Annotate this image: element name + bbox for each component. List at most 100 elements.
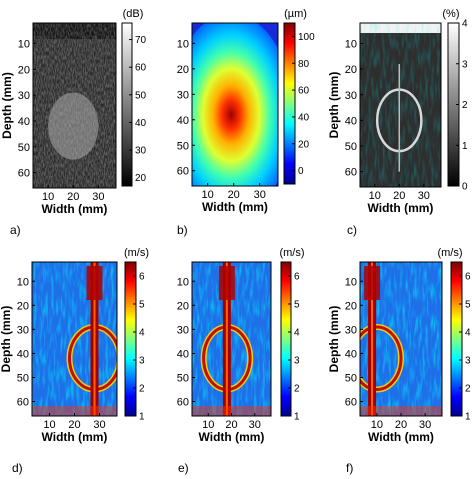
y-tick-label: 10: [18, 39, 30, 51]
y-tick-label: 40: [345, 348, 357, 360]
image-area: [33, 23, 116, 188]
x-tick-label: 30: [249, 419, 261, 431]
colorbar-tick-label: 1: [462, 141, 468, 152]
colorbar-tick-label: 2: [294, 384, 300, 395]
colorbar-tick-label: 1: [139, 412, 145, 423]
plot-frame: [32, 22, 117, 189]
colorbar-tick-label: 20: [298, 139, 310, 150]
x-tick-label: 10: [369, 190, 381, 202]
y-tick-label: 10: [345, 39, 357, 51]
x-axis-label: Width (mm): [199, 430, 265, 444]
colorbar-tick-label: 60: [298, 86, 310, 97]
y-tick-label: 10: [17, 276, 29, 288]
x-tick-label: 10: [42, 191, 54, 203]
colorbar-unit-label: (m/s): [437, 247, 462, 259]
plot-frame: [359, 22, 442, 188]
y-tick-label: 50: [17, 373, 29, 385]
colorbar-unit-label: (%): [442, 8, 459, 20]
x-tick-label: 30: [254, 189, 266, 201]
colorbar: [121, 22, 133, 187]
y-tick-label: 20: [17, 300, 29, 312]
colorbar-tick-label: 4: [139, 328, 145, 339]
y-tick-label: 60: [177, 166, 189, 178]
x-tick-label: 20: [67, 191, 79, 203]
colorbar-tick-label: 1: [294, 412, 300, 423]
x-axis-label: Width (mm): [42, 202, 108, 216]
y-axis-label: Depth (mm): [327, 72, 341, 139]
y-tick-label: 30: [17, 324, 29, 336]
y-tick-label: 40: [177, 348, 189, 360]
y-tick-label: 50: [345, 141, 357, 153]
y-tick-label: 40: [18, 116, 30, 128]
colorbar-tick-label: 0: [462, 182, 468, 193]
x-tick-label: 30: [93, 419, 105, 431]
panel-label: d): [12, 461, 23, 475]
y-axis-label: Depth (mm): [0, 72, 14, 139]
y-tick-label: 20: [177, 64, 189, 76]
x-tick-label: 20: [68, 419, 80, 431]
y-tick-label: 30: [18, 90, 30, 102]
y-tick-label: 30: [177, 89, 189, 101]
colorbar-tick-label: 5: [139, 300, 145, 311]
y-tick-label: 50: [177, 373, 189, 385]
colorbar-unit-label: (µm): [284, 8, 307, 20]
colorbar-tick-label: 50: [135, 90, 147, 101]
colorbar-tick-label: 5: [465, 300, 471, 311]
panel-label: b): [177, 223, 188, 237]
colorbar-tick-label: 4: [294, 328, 300, 339]
colorbar-unit-label: (m/s): [279, 247, 304, 259]
x-tick-label: 30: [92, 191, 104, 203]
colorbar-tick-label: 3: [465, 356, 471, 367]
colorbar-tick-label: 6: [294, 272, 300, 283]
y-axis-label: Depth (mm): [327, 306, 341, 373]
colorbar-tick-label: 100: [298, 32, 315, 43]
y-tick-label: 30: [345, 324, 357, 336]
colorbar-unit-label: (m/s): [124, 247, 149, 259]
y-tick-label: 20: [345, 300, 357, 312]
image-area: [360, 23, 441, 187]
colorbar-tick-label: 5: [294, 300, 300, 311]
y-tick-label: 20: [18, 64, 30, 76]
y-axis-label: Depth (mm): [0, 306, 13, 373]
colorbar-tick-label: 6: [465, 272, 471, 283]
y-tick-label: 60: [345, 167, 357, 179]
image-area: [360, 262, 442, 416]
y-tick-label: 40: [17, 348, 29, 360]
colorbar-tick-label: 20: [135, 173, 147, 184]
colorbar-tick-label: 2: [139, 384, 145, 395]
colorbar-tick-label: 70: [135, 35, 147, 46]
y-tick-label: 10: [177, 276, 189, 288]
y-tick-label: 30: [177, 324, 189, 336]
colorbar-tick-label: 3: [294, 356, 300, 367]
y-tick-label: 10: [177, 38, 189, 50]
y-tick-label: 10: [345, 276, 357, 288]
colorbar: [280, 261, 292, 417]
x-tick-label: 10: [202, 419, 214, 431]
y-tick-label: 30: [345, 90, 357, 102]
y-tick-label: 60: [18, 168, 30, 180]
x-tick-label: 20: [228, 189, 240, 201]
x-tick-label: 10: [371, 419, 383, 431]
colorbar-tick-label: 3: [462, 59, 468, 70]
y-tick-label: 40: [345, 115, 357, 127]
x-axis-label: Width (mm): [368, 201, 434, 215]
panel-label: c): [347, 223, 357, 237]
y-tick-label: 60: [177, 397, 189, 409]
image-area: [192, 23, 278, 186]
y-tick-label: 20: [345, 64, 357, 76]
x-tick-label: 30: [418, 190, 430, 202]
colorbar-tick-label: 3: [139, 356, 145, 367]
y-tick-label: 40: [177, 115, 189, 127]
x-tick-label: 10: [202, 189, 214, 201]
colorbar-tick-label: 6: [139, 272, 145, 283]
y-tick-label: 60: [17, 397, 29, 409]
x-tick-label: 20: [225, 419, 237, 431]
colorbar-tick-label: 2: [465, 384, 471, 395]
inclusion-boundary: [360, 325, 403, 392]
colorbar-tick-label: 1: [465, 412, 471, 423]
